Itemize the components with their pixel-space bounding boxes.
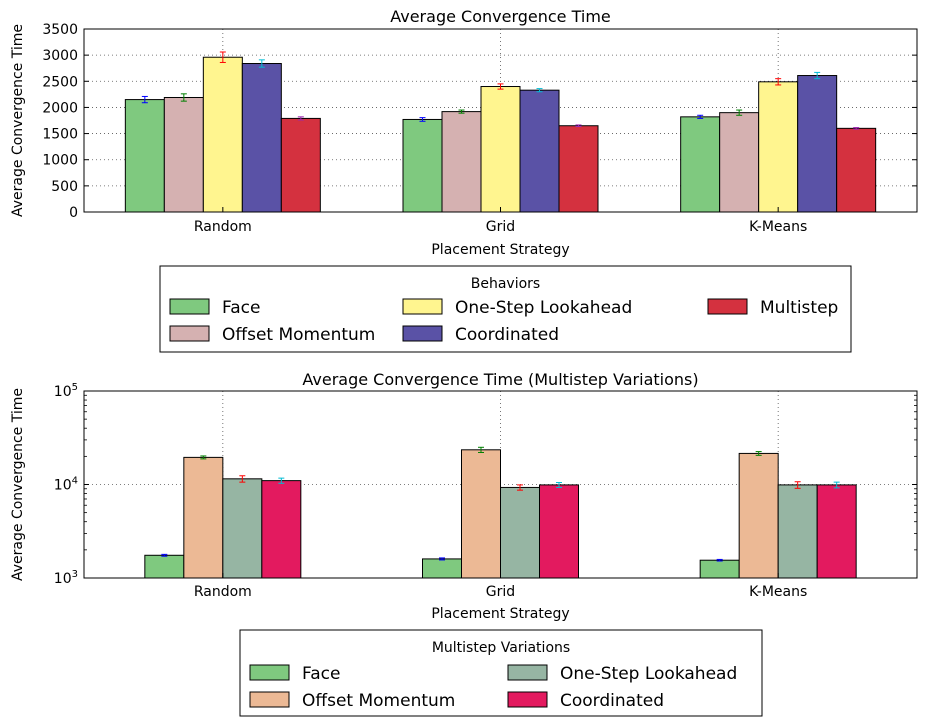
bar: [261, 480, 302, 579]
bar: [402, 118, 443, 213]
x-tick-label: K-Means: [749, 219, 807, 235]
bar: [680, 116, 721, 213]
y-tick-label: 500: [51, 179, 78, 195]
chart-title: Average Convergence Time: [390, 7, 611, 26]
y-tick-label: 1000: [42, 153, 78, 169]
bar: [500, 486, 540, 579]
bar: [758, 81, 799, 213]
y-tick-label: 2500: [42, 74, 78, 90]
legend-title: Multistep Variations: [432, 640, 570, 656]
bar: [202, 56, 243, 213]
bar: [539, 484, 579, 579]
bar: [422, 558, 462, 579]
bar: [719, 112, 760, 213]
y-axis-label: Average Convergence Time: [10, 388, 26, 581]
legend-label: Multistep: [760, 298, 838, 318]
x-tick-label: Grid: [486, 219, 515, 235]
chart-title: Average Convergence Time (Multistep Vari…: [302, 370, 698, 389]
bar: [519, 89, 560, 213]
y-tick-label: 3000: [42, 48, 78, 64]
legend-swatch: [169, 298, 210, 315]
bar: [441, 111, 482, 213]
bar: [777, 484, 818, 579]
y-tick-label: 104: [54, 476, 78, 494]
x-axis-label: Placement Strategy: [431, 242, 569, 258]
y-tick-label: 0: [69, 205, 78, 221]
legend-swatch: [507, 691, 548, 708]
legend-label: Coordinated: [560, 691, 664, 711]
bar: [124, 99, 165, 213]
legend: Behaviors Face Offset Momentum One-Step Loo…: [159, 265, 852, 353]
y-tick-label: 103: [54, 569, 78, 587]
bar: [480, 86, 521, 213]
bar: [558, 125, 599, 213]
legend-label: Face: [302, 664, 340, 684]
y-tick-label: 2000: [42, 100, 78, 116]
legend-title: Behaviors: [471, 276, 540, 292]
bar: [222, 478, 263, 579]
chart-1: 0 500 1000 1500 2000 2500 3000 3500 Random Grid K-…: [10, 7, 918, 353]
x-tick-label: Grid: [486, 584, 515, 600]
legend-swatch: [707, 298, 748, 315]
legend-swatch: [507, 664, 548, 681]
x-tick-label: K-Means: [749, 584, 807, 600]
bar: [738, 452, 779, 579]
legend-swatch: [249, 691, 290, 708]
bar: [163, 96, 204, 213]
legend-swatch: [402, 325, 443, 342]
x-tick-label: Random: [194, 584, 252, 600]
legend-box: [239, 629, 763, 717]
y-axis-label: Average Convergence Time: [10, 24, 26, 217]
legend-label: One-Step Lookahead: [455, 298, 632, 318]
x-axis-label: Placement Strategy: [431, 606, 569, 622]
bar: [183, 456, 224, 579]
bar: [797, 75, 838, 213]
bar: [816, 484, 857, 579]
legend-label: Coordinated: [455, 325, 559, 345]
bar: [461, 449, 501, 579]
bar: [836, 127, 877, 213]
bar: [699, 559, 740, 579]
y-tick-label: 105: [54, 382, 78, 400]
legend: Multistep Variations Face Offset Momentum O…: [239, 629, 763, 717]
legend-label: Face: [222, 298, 260, 318]
bar: [241, 63, 282, 213]
y-tick-label: 3500: [42, 22, 78, 38]
bar: [144, 554, 185, 579]
bar: [280, 117, 321, 213]
legend-swatch: [402, 298, 443, 315]
x-tick-label: Random: [194, 219, 252, 235]
legend-label: Offset Momentum: [222, 325, 375, 345]
legend-swatch: [169, 325, 210, 342]
chart-2: 103 104 105 Random Grid K-Means Average Conver…: [10, 370, 918, 717]
legend-label: Offset Momentum: [302, 691, 455, 711]
legend-swatch: [249, 664, 290, 681]
y-tick-label: 1500: [42, 127, 78, 143]
legend-label: One-Step Lookahead: [560, 664, 737, 684]
